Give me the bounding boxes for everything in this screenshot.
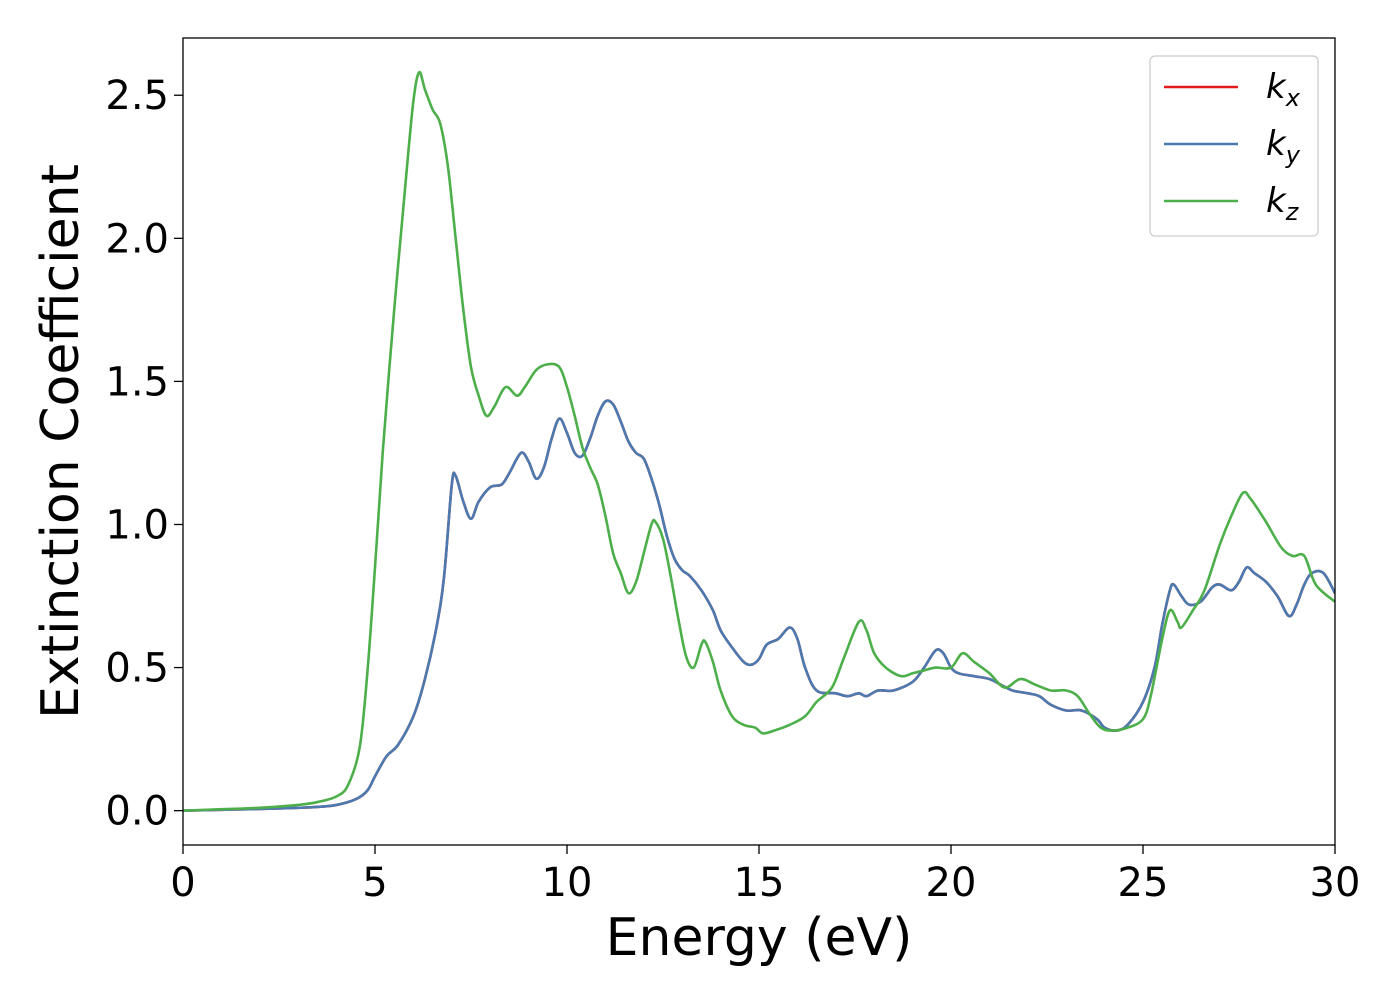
x-tick-label: 30 bbox=[1310, 860, 1361, 906]
y-axis-ticks: 0.0 0.5 1.0 1.5 2.0 2.5 bbox=[105, 73, 183, 835]
x-tick-label: 20 bbox=[926, 860, 977, 906]
x-axis-ticks: 0 5 10 15 20 25 30 bbox=[170, 845, 1360, 906]
x-tick-label: 5 bbox=[362, 860, 387, 906]
y-tick-label: 0.5 bbox=[105, 646, 169, 692]
legend-label-k-y: ky bbox=[1266, 124, 1301, 169]
x-tick-label: 25 bbox=[1118, 860, 1169, 906]
series-line-k-y bbox=[183, 399, 1335, 812]
x-axis-title: Energy (eV) bbox=[606, 908, 913, 968]
legend-label-subscript: y bbox=[1285, 141, 1301, 169]
legend-label-subscript: x bbox=[1285, 84, 1301, 112]
legend-label-base: k bbox=[1266, 124, 1287, 164]
legend-label-base: k bbox=[1266, 67, 1287, 107]
y-tick-label: 1.0 bbox=[105, 502, 169, 548]
y-axis-title: Extinction Coefficient bbox=[31, 164, 91, 719]
legend-label-k-x: kx bbox=[1266, 67, 1301, 112]
legend-label-subscript: z bbox=[1285, 198, 1300, 226]
series-line-k-z bbox=[183, 70, 1335, 812]
y-tick-label: 2.0 bbox=[105, 216, 169, 262]
x-tick-label: 15 bbox=[734, 860, 785, 906]
x-tick-label: 10 bbox=[542, 860, 593, 906]
legend-label-base: k bbox=[1266, 181, 1287, 221]
x-tick-label: 0 bbox=[170, 860, 195, 906]
legend-label-k-z: kz bbox=[1266, 181, 1300, 226]
series-layer bbox=[183, 70, 1335, 812]
y-tick-label: 2.5 bbox=[105, 73, 169, 119]
legend-box bbox=[1149, 55, 1319, 237]
y-tick-label: 0.0 bbox=[105, 789, 169, 835]
y-tick-label: 1.5 bbox=[105, 359, 169, 405]
